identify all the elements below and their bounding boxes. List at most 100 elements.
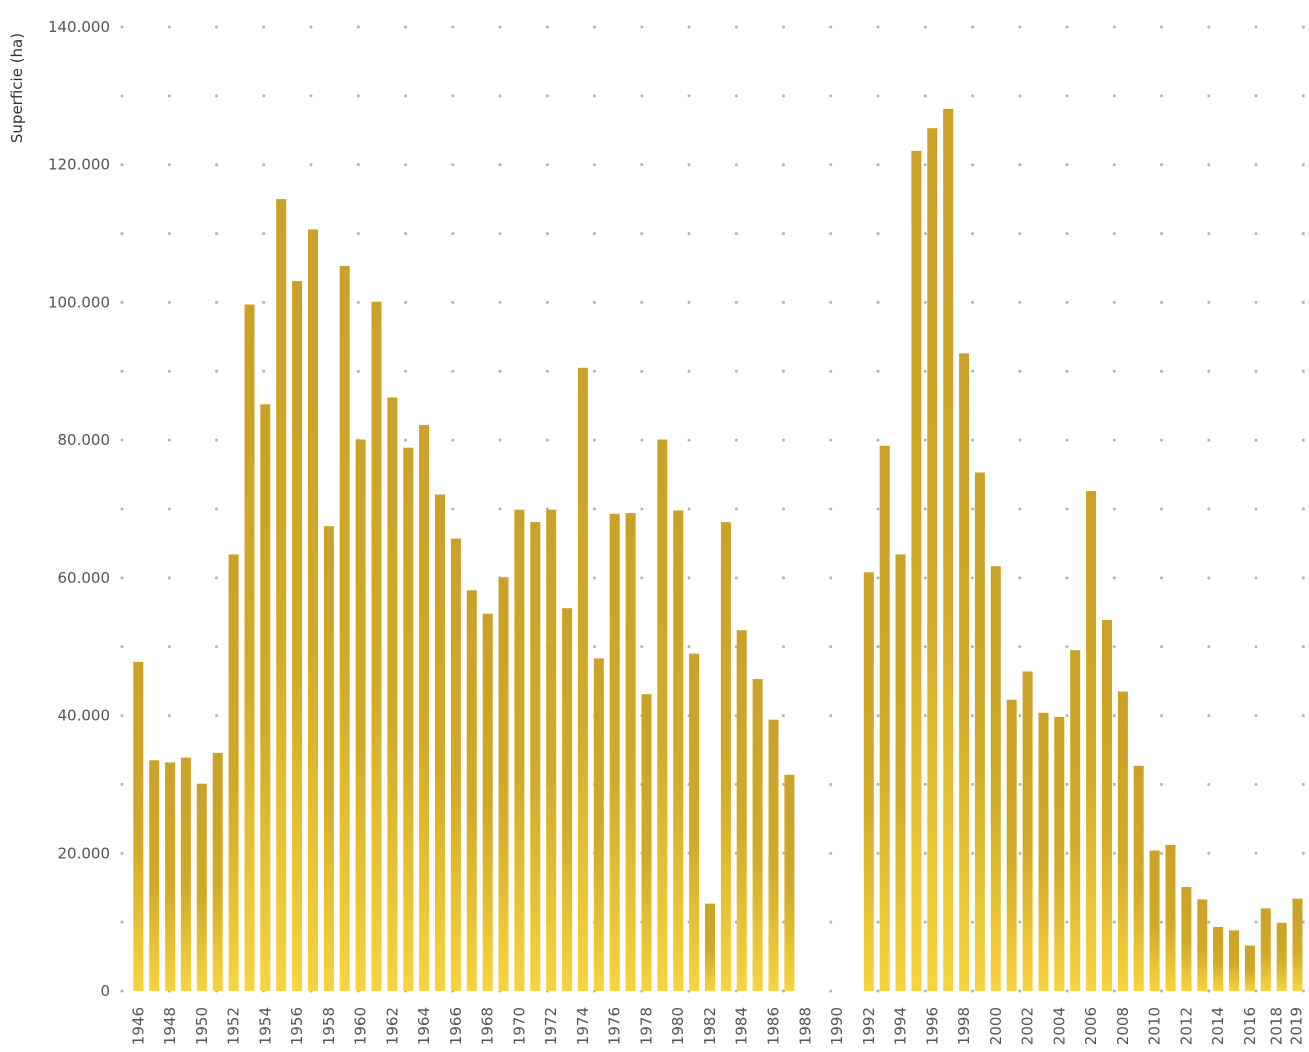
bar-2019 (1292, 898, 1303, 991)
grid-dot (1065, 438, 1069, 442)
bar-1957 (308, 229, 318, 991)
grid-dot (640, 438, 644, 442)
x-tick-label: 1956 (288, 1007, 306, 1045)
grid-dot (876, 851, 880, 855)
grid-dot (1301, 163, 1305, 167)
bar-1964 (419, 425, 430, 991)
y-tick-label: 60.000 (58, 569, 111, 587)
grid-dot (356, 232, 360, 236)
grid-dot (120, 94, 124, 98)
grid-dot (734, 300, 738, 304)
grid-dot (1160, 232, 1163, 236)
x-tick-label: 2006 (1082, 1007, 1100, 1045)
bar-1985 (752, 679, 763, 991)
grid-dot (1254, 369, 1258, 373)
bar-2011 (1165, 845, 1176, 991)
x-tick-label: 2000 (987, 1007, 1005, 1045)
grid-dot (1112, 232, 1116, 236)
bar-2016 (1244, 945, 1255, 991)
x-tick-label: 1966 (447, 1007, 465, 1045)
grid-dot (1160, 920, 1163, 924)
grid-dot (876, 369, 880, 373)
grid-dot (120, 163, 124, 167)
bar-1947 (149, 760, 160, 991)
grid-dot (1301, 576, 1305, 580)
grid-dot (120, 232, 124, 236)
grid-dot (687, 576, 691, 580)
grid-dot (1301, 438, 1305, 442)
grid-dot (1207, 507, 1211, 511)
grid-dot (923, 851, 927, 855)
grid-dot (451, 163, 455, 167)
grid-dot (1301, 920, 1305, 924)
y-tick-label: 100.000 (48, 293, 110, 311)
grid-dot (923, 645, 927, 649)
bars (133, 108, 1303, 992)
x-tick-label: 1994 (892, 1007, 910, 1045)
grid-dot (215, 438, 218, 442)
x-tick-label: 1948 (161, 1007, 179, 1045)
grid-dot (451, 94, 455, 98)
grid-dot (1160, 782, 1163, 786)
y-tick-label: 20.000 (58, 844, 111, 862)
bar-2010 (1149, 850, 1160, 991)
grid-dot (1065, 920, 1069, 924)
grid-dot (971, 25, 974, 29)
grid-dot (215, 507, 218, 511)
bar-1973 (562, 608, 573, 991)
bar-2003 (1038, 712, 1049, 991)
grid-dot (687, 300, 691, 304)
grid-dot (167, 25, 171, 29)
grid-dot (971, 232, 974, 236)
bar-1951 (212, 752, 223, 991)
grid-dot (1018, 163, 1022, 167)
grid-dot (1160, 645, 1163, 649)
bar-1955 (276, 199, 287, 992)
grid-dot (1160, 438, 1163, 442)
bar-2013 (1197, 899, 1208, 991)
grid-dot (215, 300, 218, 304)
grid-dot (262, 25, 266, 29)
grid-dot (1254, 25, 1258, 29)
grid-dot (1112, 989, 1116, 993)
grid-dot (498, 369, 502, 373)
grid-dot (262, 94, 266, 98)
grid-dot (1254, 300, 1258, 304)
grid-dot (782, 851, 785, 855)
grid-dot (1065, 94, 1069, 98)
grid-dot (923, 232, 927, 236)
grid-dot (876, 576, 880, 580)
grid-dot (923, 576, 927, 580)
grid-dot (1160, 163, 1163, 167)
grid-dot (1207, 645, 1211, 649)
grid-dot (971, 851, 974, 855)
grid-dot (1207, 714, 1211, 718)
grid-dot (1160, 851, 1163, 855)
grid-dot (1254, 576, 1258, 580)
grid-dot (782, 163, 785, 167)
grid-dot (120, 989, 124, 993)
grid-dot (1018, 576, 1022, 580)
grid-dot (545, 438, 549, 442)
grid-dot (593, 94, 596, 98)
grid-dot (829, 714, 833, 718)
grid-dot (451, 438, 455, 442)
grid-dot (782, 369, 785, 373)
grid-dot (1018, 989, 1022, 993)
y-axis-label: Superficie (ha) (8, 33, 26, 143)
grid-dot (1112, 507, 1116, 511)
x-tick-label: 2010 (1146, 1007, 1164, 1045)
grid-dot (1018, 94, 1022, 98)
grid-dot (1254, 645, 1258, 649)
grid-dot (1160, 300, 1163, 304)
grid-dot (1301, 851, 1305, 855)
bar-2008 (1117, 691, 1128, 991)
grid-dot (215, 576, 218, 580)
grid-dot (687, 232, 691, 236)
bar-2014 (1213, 927, 1224, 991)
grid-dot (1065, 645, 1069, 649)
y-tick-label: 40.000 (58, 707, 111, 725)
bar-1993 (879, 445, 890, 991)
grid-dot (734, 369, 738, 373)
